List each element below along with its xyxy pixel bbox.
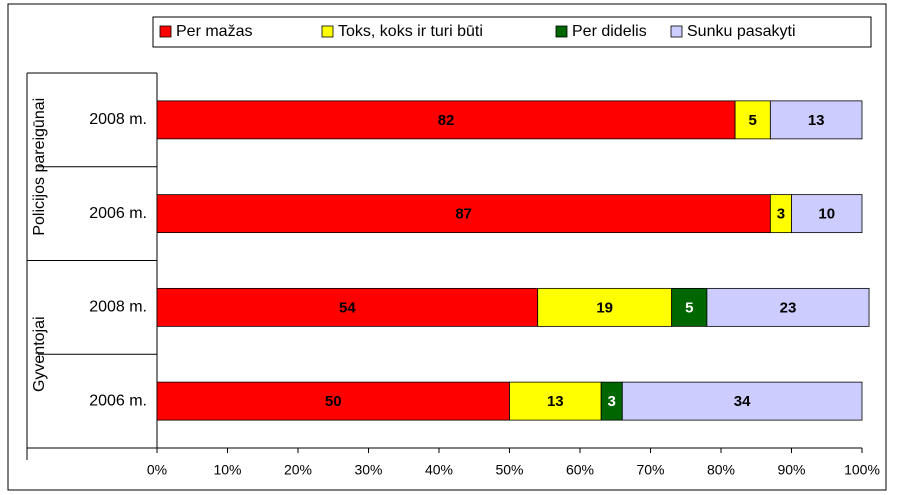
legend-swatch	[159, 25, 172, 38]
legend-swatch	[670, 25, 683, 38]
data-label: 13	[547, 393, 564, 410]
x-tick-label: 40%	[425, 462, 453, 478]
bar-segment	[621, 381, 863, 421]
data-label: 5	[685, 299, 693, 316]
legend-label: Sunku pasakyti	[687, 23, 796, 40]
legend-swatch	[321, 25, 334, 38]
data-label: 82	[438, 112, 455, 129]
legend-label: Toks, koks ir turi būti	[338, 23, 483, 40]
x-tick-label: 90%	[777, 462, 805, 478]
x-tick-label: 70%	[636, 462, 664, 478]
data-label: 3	[608, 393, 616, 410]
legend-swatch	[555, 25, 568, 38]
data-label: 3	[777, 206, 785, 223]
x-tick-label: 30%	[354, 462, 382, 478]
bar-segment	[156, 194, 771, 234]
x-tick-label: 10%	[213, 462, 241, 478]
legend-box	[152, 16, 872, 48]
y-tick-label: 2008 m.	[89, 111, 147, 128]
bar-segment	[734, 100, 771, 140]
bar-segment	[671, 287, 708, 327]
legend-label: Per didelis	[572, 23, 647, 40]
x-tick-label: 50%	[495, 462, 523, 478]
y-tick-label: 2006 m.	[89, 205, 147, 222]
bar-segment	[156, 381, 510, 421]
y-tick-label: 2006 m.	[89, 392, 147, 409]
x-tick-label: 20%	[284, 462, 312, 478]
data-label: 13	[808, 112, 825, 129]
data-label: 5	[749, 112, 757, 129]
x-tick-label: 100%	[844, 462, 880, 478]
x-tick-label: 0%	[147, 462, 167, 478]
data-label: 54	[339, 299, 356, 316]
group-label: Policijos pareigūnai	[31, 98, 48, 236]
x-tick-label: 60%	[566, 462, 594, 478]
y-tick-label: 2008 m.	[89, 299, 147, 316]
data-label: 10	[818, 206, 835, 223]
x-tick-label: 80%	[707, 462, 735, 478]
bar-segment	[156, 287, 539, 327]
bar-segment	[156, 100, 736, 140]
data-label: 87	[455, 206, 472, 223]
legend-label: Per mažas	[176, 23, 252, 40]
data-label: 34	[734, 393, 751, 410]
data-label: 50	[325, 393, 342, 410]
bar-segment	[769, 100, 863, 140]
bar-segment	[706, 287, 870, 327]
data-label: 19	[596, 299, 613, 316]
bar-segment	[509, 381, 602, 421]
group-label: Gyventojai	[31, 316, 48, 392]
data-label: 23	[780, 299, 797, 316]
bar-segment	[791, 194, 863, 234]
